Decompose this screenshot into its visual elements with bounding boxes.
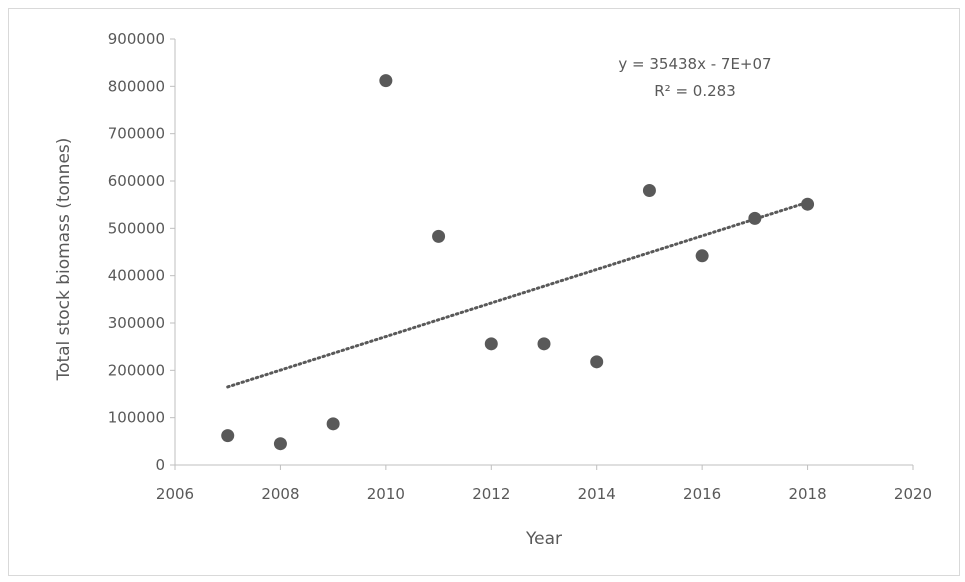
data-point xyxy=(273,437,287,451)
y-tick-label: 800000 xyxy=(108,77,165,95)
x-tick-label: 2012 xyxy=(472,485,510,503)
y-tick-label: 100000 xyxy=(108,409,165,427)
x-tick-label: 2008 xyxy=(261,485,299,503)
data-point xyxy=(695,249,709,263)
y-tick-label: 0 xyxy=(155,456,165,474)
tick-labels: 0 100000 200000 300000 400000 500000 600000 700… xyxy=(108,30,932,503)
x-tick-label: 2010 xyxy=(367,485,405,503)
data-point xyxy=(484,337,498,351)
y-tick-label: 500000 xyxy=(108,219,165,237)
scatter-chart: 0 100000 200000 300000 400000 500000 600000 700… xyxy=(54,30,932,549)
trendline xyxy=(226,200,810,389)
data-point xyxy=(590,355,604,369)
data-point xyxy=(801,197,815,211)
x-axis-title: Year xyxy=(525,529,562,549)
x-tick-label: 2016 xyxy=(683,485,721,503)
data-points xyxy=(221,74,815,451)
y-tick-label: 200000 xyxy=(108,361,165,379)
y-tick-label: 300000 xyxy=(108,314,165,332)
data-point xyxy=(537,337,551,351)
axes xyxy=(170,38,914,470)
x-tick-label: 2020 xyxy=(894,485,932,503)
data-point xyxy=(432,229,446,243)
trendline-equation: y = 35438x - 7E+07 xyxy=(618,55,771,73)
data-point xyxy=(642,183,656,197)
x-tick-label: 2018 xyxy=(788,485,826,503)
y-tick-label: 600000 xyxy=(108,172,165,190)
y-tick-label: 400000 xyxy=(108,267,165,285)
data-point xyxy=(379,74,393,88)
data-point xyxy=(748,211,762,225)
trendline-path xyxy=(226,200,810,389)
y-axis-title: Total stock biomass (tonnes) xyxy=(54,138,74,382)
data-point xyxy=(221,429,235,443)
chart-frame: 0 100000 200000 300000 400000 500000 600000 700… xyxy=(8,8,960,576)
x-tick-label: 2006 xyxy=(156,485,194,503)
x-tick-label: 2014 xyxy=(578,485,616,503)
trendline-r-squared: R² = 0.283 xyxy=(654,82,735,100)
y-tick-label: 900000 xyxy=(108,30,165,48)
data-point xyxy=(326,417,340,431)
y-tick-label: 700000 xyxy=(108,125,165,143)
